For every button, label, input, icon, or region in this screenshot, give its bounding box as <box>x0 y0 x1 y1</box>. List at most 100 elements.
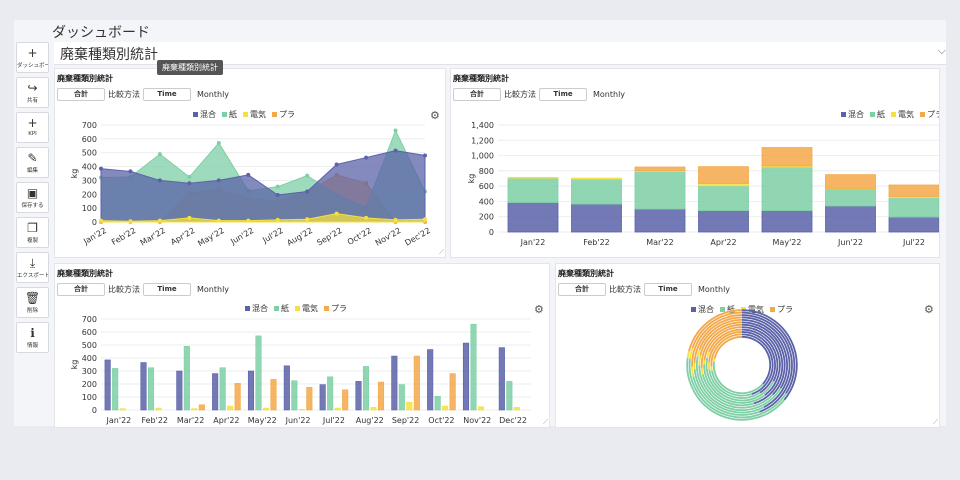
bar <box>434 396 441 411</box>
panel-controls: 合計 比較方法 Time Monthly <box>57 283 232 296</box>
resize-handle[interactable]: ⟋ <box>439 248 444 256</box>
donut-ring-segment <box>710 333 743 367</box>
legend-swatch <box>720 307 725 312</box>
sidebar-icon: ↪ <box>27 81 38 95</box>
donut-ring-segment <box>741 331 776 394</box>
y-tick-label: 500 <box>82 341 97 350</box>
data-point <box>187 215 192 220</box>
data-point <box>334 162 339 167</box>
sidebar: +ダッシュボード ↪ 共有 +KPI ✎編集 ▣保存する ❐複製 ⤓エクスポート 🗑削除 ℹ情報 <box>16 42 49 357</box>
x-tick-label: Mar'22 <box>177 416 204 425</box>
gear-icon[interactable]: ⚙ <box>924 303 934 316</box>
legend-swatch <box>841 112 846 117</box>
x-tick-label: Apr'22 <box>710 238 736 247</box>
total-button[interactable]: 合計 <box>453 88 501 101</box>
legend-swatch <box>295 306 300 311</box>
panel-title: 廃棄種類別統計 <box>558 269 614 278</box>
donut-ring-segment <box>688 309 743 352</box>
donut-ring-segment <box>688 359 787 419</box>
sidebar-label: 共有 <box>26 98 38 104</box>
sidebar-button-1[interactable]: ↪ 共有 <box>16 77 49 108</box>
gear-icon[interactable]: ⚙ <box>534 303 544 316</box>
y-tick-label: 600 <box>479 182 494 191</box>
dashboard-selector[interactable]: 廃棄種類別統計 ⌵ <box>54 42 946 65</box>
y-tick-label: 200 <box>82 190 97 199</box>
x-tick-label: Apr'22 <box>213 416 239 425</box>
bar-segment <box>888 197 939 218</box>
time-button[interactable]: Time <box>143 88 191 101</box>
donut-ring-segment <box>741 318 788 389</box>
sidebar-button-4[interactable]: ▣ 保存する <box>16 182 49 213</box>
donut-ring-segment <box>708 369 761 399</box>
tooltip: 廃棄種類別統計 <box>157 60 223 75</box>
legend-swatch <box>243 112 248 117</box>
bar-segment <box>698 210 749 233</box>
bar <box>191 408 198 411</box>
y-tick-label: 0 <box>92 406 97 415</box>
donut-ring-segment <box>741 314 793 413</box>
y-axis-label: kg <box>70 360 79 370</box>
area-series-0 <box>100 150 426 223</box>
sidebar-button-6[interactable]: ⤓ エクスポート <box>16 252 49 283</box>
bar <box>119 408 126 411</box>
bar-segment <box>698 185 749 211</box>
x-tick-label: Mar'22 <box>646 238 673 247</box>
panel-controls: 合計 比較方法 Time Monthly <box>453 88 628 101</box>
bar <box>219 367 226 411</box>
legend-label: 紙 <box>877 109 885 119</box>
bar <box>406 401 413 411</box>
legend-swatch <box>324 306 329 311</box>
time-button[interactable]: Time <box>644 283 692 296</box>
donut-ring-segment <box>691 311 743 349</box>
sidebar-button-7[interactable]: 🗑 削除 <box>16 287 49 318</box>
compare-label: 比較方法 <box>108 285 140 294</box>
data-point <box>393 217 398 222</box>
x-tick-label: Dec'22 <box>499 416 527 425</box>
sidebar-button-2[interactable]: + KPI <box>16 112 49 143</box>
y-tick-label: 400 <box>82 354 97 363</box>
legend-label: 電気 <box>898 109 914 119</box>
gear-icon[interactable]: ⚙ <box>430 109 440 122</box>
bar <box>362 366 370 411</box>
bar-segment <box>507 176 559 179</box>
total-button[interactable]: 合計 <box>558 283 606 296</box>
sidebar-button-3[interactable]: ✎ 編集 <box>16 147 49 178</box>
data-point <box>128 169 133 174</box>
donut-ring-segment <box>700 323 743 369</box>
time-button[interactable]: Time <box>539 88 587 101</box>
donut-ring-segment <box>710 366 713 371</box>
bar-segment <box>761 166 813 211</box>
sidebar-icon: ▣ <box>26 186 39 200</box>
sidebar-label: KPI <box>28 131 37 137</box>
data-point <box>364 215 369 220</box>
chevron-down-icon[interactable]: ⌵ <box>937 44 946 57</box>
bar-segment <box>634 166 686 172</box>
sidebar-button-0[interactable]: + ダッシュボード <box>16 42 49 73</box>
x-tick-label: Nov'22 <box>374 226 403 248</box>
total-button[interactable]: 合計 <box>57 88 105 101</box>
bar-segment <box>507 202 559 233</box>
bar <box>147 367 155 411</box>
bar <box>227 405 234 411</box>
bar <box>513 407 520 411</box>
sidebar-button-8[interactable]: ℹ 情報 <box>16 322 49 353</box>
total-button[interactable]: 合計 <box>57 283 105 296</box>
sidebar-label: エクスポート <box>17 273 49 279</box>
donut-ring-segment <box>705 357 775 402</box>
y-tick-label: 1,200 <box>471 136 494 145</box>
x-tick-label: Jun'22 <box>228 226 255 247</box>
bar <box>342 389 349 411</box>
y-tick-label: 100 <box>82 204 97 213</box>
donut-ring-segment <box>693 316 743 364</box>
time-button[interactable]: Time <box>143 283 191 296</box>
panel-title: 廃棄種類別統計 <box>57 269 113 278</box>
bar-segment <box>571 203 622 233</box>
legend-swatch <box>222 112 227 117</box>
resize-handle[interactable]: ⟋ <box>543 418 548 426</box>
sidebar-button-5[interactable]: ❐ 複製 <box>16 217 49 248</box>
bar <box>370 407 377 411</box>
legend-swatch <box>891 112 896 117</box>
legend-label: プラ <box>927 110 940 119</box>
resize-handle[interactable]: ⟋ <box>933 418 938 426</box>
bar <box>283 365 290 411</box>
